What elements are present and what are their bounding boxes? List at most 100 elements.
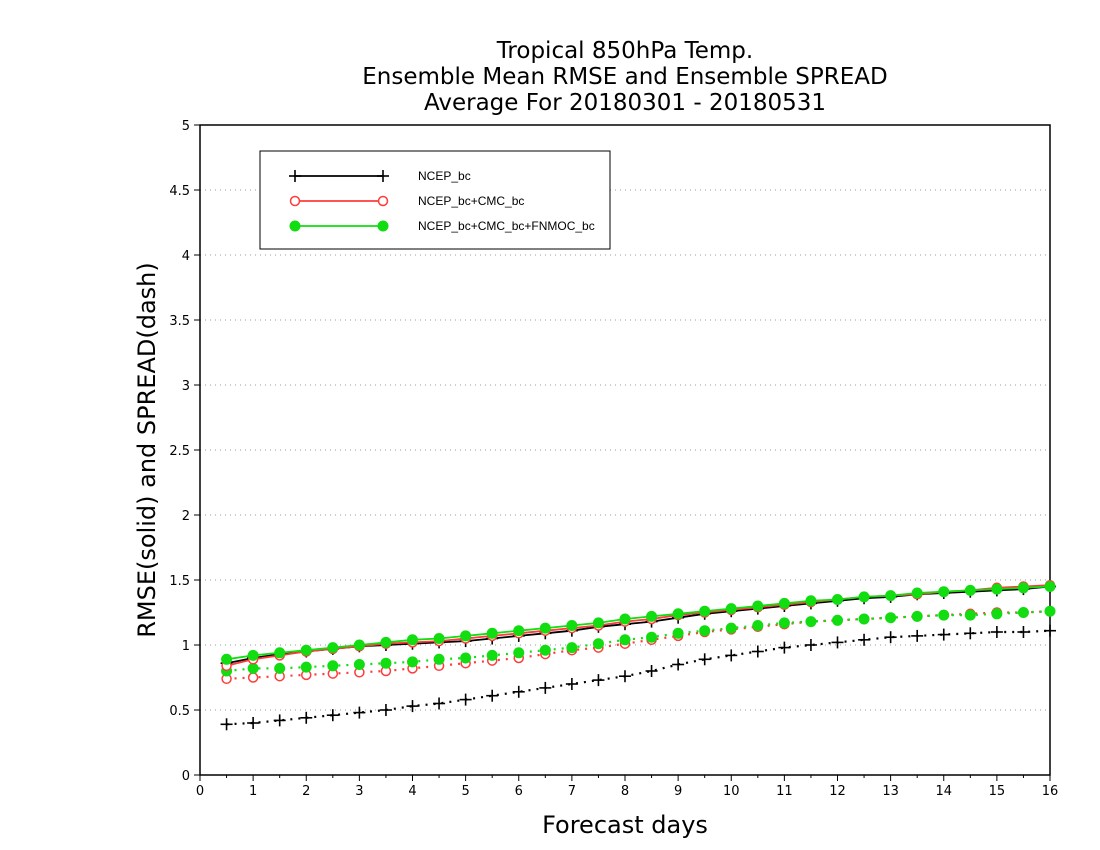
rmse-point	[964, 584, 976, 596]
spread-point	[433, 653, 445, 665]
x-tick-label: 8	[621, 784, 629, 799]
rmse-point	[725, 603, 737, 615]
x-tick-label: 5	[461, 784, 469, 799]
legend-label: NCEP_bc	[418, 169, 471, 183]
y-tick-label: 5	[182, 119, 190, 134]
spread-point	[964, 627, 977, 640]
rmse-point	[911, 587, 923, 599]
spread-point	[353, 706, 366, 719]
legend-marker	[289, 195, 301, 207]
y-tick-label: 2.5	[169, 444, 190, 459]
spread-point	[406, 700, 419, 713]
spread-point	[327, 660, 339, 672]
spread-point	[326, 709, 339, 722]
y-tick-label: 0	[182, 769, 190, 784]
rmse-point	[300, 644, 312, 656]
spread-point	[300, 711, 313, 724]
rmse-point	[247, 649, 259, 661]
spread-point	[460, 652, 472, 664]
spread-point	[592, 638, 604, 650]
title-line-1: Tropical 850hPa Temp.	[496, 38, 753, 64]
spread-point	[884, 631, 897, 644]
rmse-point	[380, 636, 392, 648]
spread-point	[1044, 605, 1056, 617]
spread-point	[539, 644, 551, 656]
spread-point	[1044, 624, 1056, 637]
legend-marker	[289, 170, 301, 182]
legend-marker	[289, 220, 301, 232]
rmse-point	[672, 608, 684, 620]
x-tick-label: 4	[408, 784, 416, 799]
spread-point	[1017, 626, 1030, 638]
spread-point	[566, 642, 578, 654]
axes: 00.511.522.533.544.550 1 2 3 4 5 6 7 8 9 10 11 12 13 1…	[169, 119, 1058, 799]
spread-point	[725, 622, 737, 634]
x-tick-label: 12	[829, 784, 846, 799]
spread-point	[991, 608, 1003, 620]
legend-marker	[377, 220, 389, 232]
spread-point	[486, 649, 498, 661]
rmse-point	[539, 622, 551, 634]
spread-point	[885, 612, 897, 624]
legend-label: NCEP_bc+CMC_bc+FNMOC_bc	[418, 219, 595, 233]
spread-point	[565, 678, 578, 690]
legend-item: NCEP_bc+CMC_bc+FNMOC_bc	[289, 219, 595, 233]
rmse-line	[226, 584, 1051, 667]
rmse-point	[805, 595, 817, 607]
rmse-point	[991, 583, 1003, 595]
rmse-point	[353, 639, 365, 651]
rmse-point	[433, 633, 445, 644]
rmse-line	[226, 585, 1051, 665]
rmse-point	[221, 653, 233, 665]
rmse-point	[646, 610, 658, 622]
spread-point	[1017, 607, 1029, 618]
spread-point	[619, 634, 631, 646]
rmse-point	[486, 627, 498, 639]
spread-point	[858, 633, 871, 646]
x-tick-label: 10	[723, 784, 740, 799]
spread-point	[380, 657, 392, 669]
rmse-point	[407, 634, 418, 646]
legend-box	[259, 150, 611, 250]
y-tick-label: 4	[182, 249, 190, 264]
spread-point	[805, 616, 817, 628]
spread-point	[778, 617, 790, 629]
spread-point	[911, 610, 923, 622]
spread-point	[832, 614, 843, 626]
spread-point	[513, 647, 525, 659]
rmse-point	[566, 620, 578, 631]
spread-point	[274, 662, 286, 674]
y-tick-label: 4.5	[169, 184, 190, 199]
x-tick-label: 15	[989, 784, 1006, 799]
rmse-point	[327, 642, 339, 654]
x-tick-label: 1	[249, 784, 257, 799]
spread-point	[459, 693, 472, 706]
x-tick-label: 6	[515, 784, 523, 799]
rmse-point	[619, 613, 631, 625]
x-tick-label: 14	[935, 784, 952, 799]
spread-point	[300, 661, 312, 673]
legend-item: NCEP_bc+CMC_bc	[289, 194, 524, 208]
y-tick-label: 3.5	[169, 314, 190, 329]
spread-point	[539, 681, 552, 694]
title-line-2: Ensemble Mean RMSE and Ensemble SPREAD	[362, 64, 887, 90]
spread-point	[273, 714, 286, 727]
chart-title: Tropical 850hPa Temp. Ensemble Mean RMSE…	[362, 38, 887, 116]
spread-point	[937, 628, 950, 641]
series-layer	[220, 579, 1056, 731]
legend-item: NCEP_bc	[289, 169, 471, 183]
legend-marker	[377, 170, 389, 182]
spread-point	[247, 672, 259, 683]
rmse-point	[592, 617, 604, 629]
x-tick-label: 0	[196, 784, 204, 799]
spread-point	[619, 670, 631, 683]
spread-point	[672, 627, 684, 639]
legend: NCEP_bc NCEP_bc+CMC_bc NCEP_bc+CMC_bc+FNMO…	[259, 150, 611, 250]
x-tick-label: 2	[302, 784, 310, 799]
y-axis-label: RMSE(solid) and SPREAD(dash)	[133, 262, 161, 638]
x-tick-label: 9	[674, 784, 682, 799]
spread-point	[672, 658, 685, 671]
x-tick-label: 11	[776, 784, 793, 799]
spread-point	[407, 656, 418, 668]
